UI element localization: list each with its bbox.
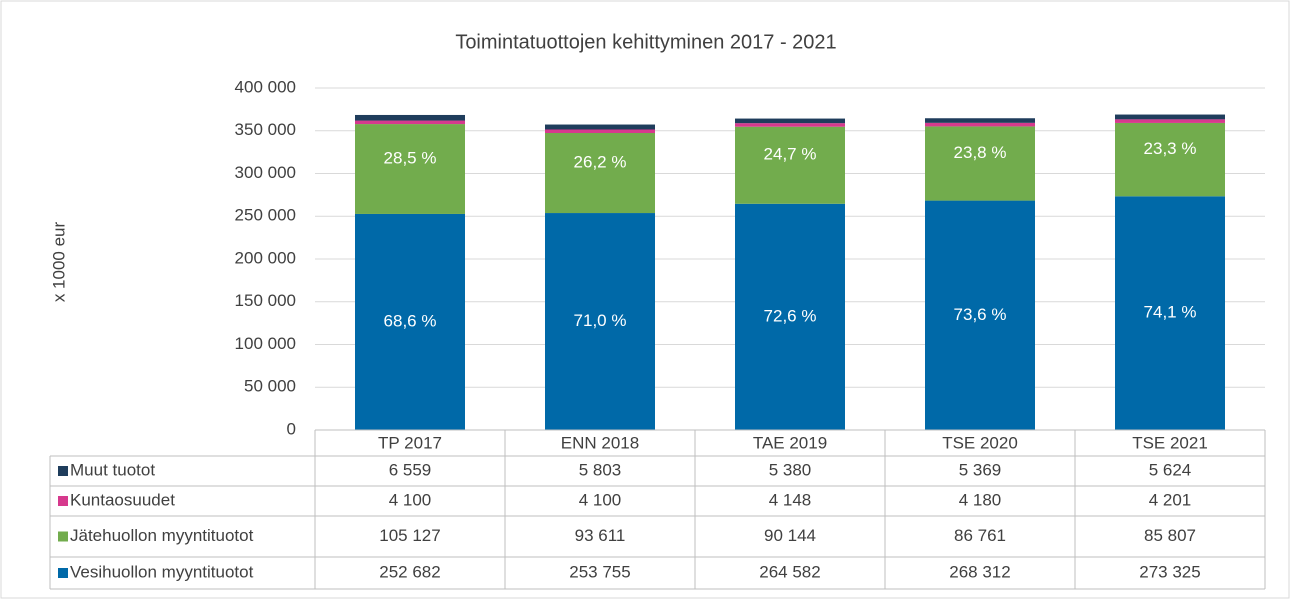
table-value: 4 201 xyxy=(1149,490,1192,509)
bar-segment xyxy=(545,213,655,430)
y-tick-label: 50 000 xyxy=(244,377,296,396)
table-value: 252 682 xyxy=(379,562,440,581)
y-tick-label: 0 xyxy=(287,419,296,438)
y-tick-label: 150 000 xyxy=(235,291,296,310)
table-value: 6 559 xyxy=(389,460,432,479)
table-value: 5 803 xyxy=(579,460,622,479)
chart-title: Toimintatuottojen kehittyminen 2017 - 20… xyxy=(455,31,836,53)
table-value: 253 755 xyxy=(569,562,630,581)
legend-swatch xyxy=(58,496,68,506)
share-label: 28,5 % xyxy=(384,148,437,167)
y-tick-label: 350 000 xyxy=(235,120,296,139)
table-value: 85 807 xyxy=(1144,526,1196,545)
table-value: 268 312 xyxy=(949,562,1010,581)
bar-segment xyxy=(925,200,1035,430)
bar-segment xyxy=(355,114,465,121)
bar-segment xyxy=(545,124,655,130)
bar-segment xyxy=(1115,119,1225,123)
table-value: 4 180 xyxy=(959,490,1002,509)
y-tick-label: 400 000 xyxy=(235,77,296,96)
bar-segment xyxy=(1115,122,1225,197)
legend-label: Jätehuollon myyntituotot xyxy=(70,526,254,545)
table-value: 105 127 xyxy=(379,526,440,545)
table-value: 5 624 xyxy=(1149,460,1192,479)
bar-segment xyxy=(925,118,1035,123)
table-value: 273 325 xyxy=(1139,562,1200,581)
share-label: 72,6 % xyxy=(764,306,817,325)
y-tick-label: 300 000 xyxy=(235,163,296,182)
bar-segment xyxy=(545,129,655,134)
table-value: 90 144 xyxy=(764,526,816,545)
bar-segment xyxy=(735,118,845,124)
bar-segment xyxy=(735,123,845,127)
share-label: 73,6 % xyxy=(954,305,1007,324)
bar-segment xyxy=(735,203,845,430)
share-label: 74,1 % xyxy=(1144,303,1197,322)
bar-segment xyxy=(355,213,465,430)
table-value: 4 100 xyxy=(389,490,432,509)
y-tick-label: 200 000 xyxy=(235,248,296,267)
x-tick-label: TAE 2019 xyxy=(753,433,827,452)
bar-segment xyxy=(1115,196,1225,430)
bar-segment xyxy=(925,126,1035,201)
x-tick-label: ENN 2018 xyxy=(561,433,639,452)
table-value: 264 582 xyxy=(759,562,820,581)
legend-label: Kuntaosuudet xyxy=(70,490,175,509)
table-value: 4 148 xyxy=(769,490,812,509)
bar-segment xyxy=(355,120,465,125)
legend-label: Muut tuotot xyxy=(70,460,155,479)
legend-swatch xyxy=(58,568,68,578)
x-tick-label: TP 2017 xyxy=(378,433,442,452)
x-tick-label: TSE 2021 xyxy=(1132,433,1208,452)
bar-segment xyxy=(735,126,845,204)
bar-segment xyxy=(1115,114,1225,120)
y-tick-label: 250 000 xyxy=(235,206,296,225)
bar-segment xyxy=(545,133,655,214)
x-tick-label: TSE 2020 xyxy=(942,433,1018,452)
y-axis-label: x 1000 eur xyxy=(49,221,68,302)
legend-label: Vesihuollon myyntituotot xyxy=(70,562,254,581)
table-value: 93 611 xyxy=(575,526,626,545)
legend-swatch xyxy=(58,531,68,542)
share-label: 68,6 % xyxy=(384,311,437,330)
share-label: 71,0 % xyxy=(574,311,627,330)
bar-segment xyxy=(925,122,1035,127)
table-value: 4 100 xyxy=(579,490,622,509)
table-value: 5 380 xyxy=(769,460,812,479)
legend-swatch xyxy=(58,466,68,476)
share-label: 23,3 % xyxy=(1144,139,1197,158)
share-label: 24,7 % xyxy=(764,145,817,164)
share-label: 26,2 % xyxy=(574,153,627,172)
table-value: 5 369 xyxy=(959,460,1002,479)
bar-segment xyxy=(355,124,465,214)
share-label: 23,8 % xyxy=(954,143,1007,162)
table-value: 86 761 xyxy=(954,526,1006,545)
y-tick-label: 100 000 xyxy=(235,334,296,353)
